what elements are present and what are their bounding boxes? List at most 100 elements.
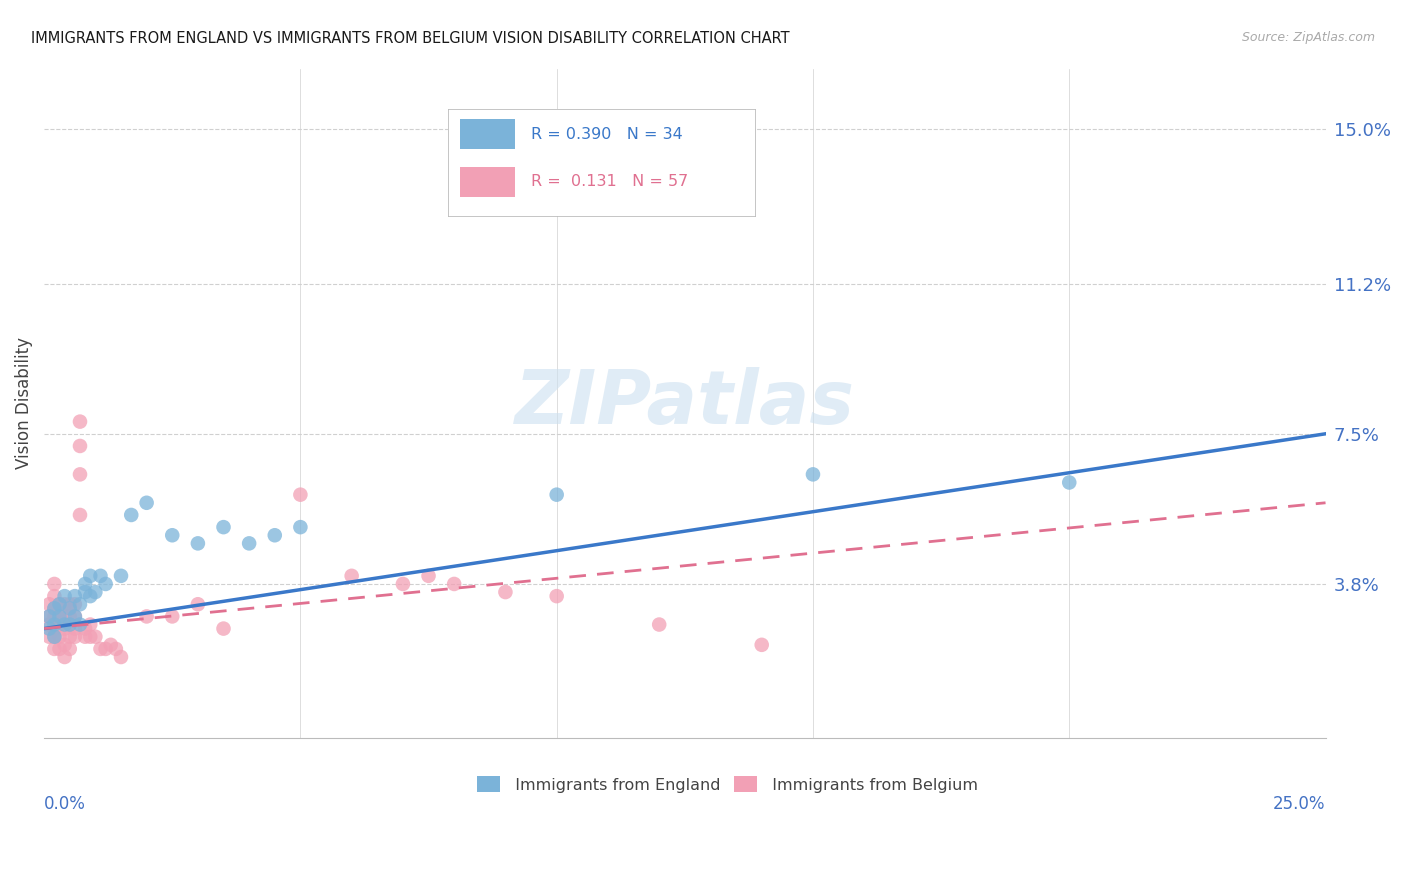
Point	[48, 609, 70, 624]
Point	[44, 601, 66, 615]
Point	[53, 617, 76, 632]
Point	[38, 630, 60, 644]
Point	[38, 609, 60, 624]
Point	[84, 630, 107, 644]
Point	[392, 577, 415, 591]
Point	[48, 597, 70, 611]
Point	[494, 585, 516, 599]
Point	[53, 589, 76, 603]
Point	[1057, 475, 1080, 490]
Point	[59, 597, 82, 611]
Point	[53, 650, 76, 665]
Point	[290, 520, 312, 534]
Point	[53, 622, 76, 636]
Point	[53, 609, 76, 624]
Point	[48, 617, 70, 632]
Point	[75, 577, 97, 591]
Point	[75, 622, 97, 636]
Point	[44, 589, 66, 603]
Point	[135, 609, 157, 624]
Point	[340, 569, 363, 583]
Point	[75, 630, 97, 644]
Text: 25.0%: 25.0%	[1272, 795, 1326, 814]
Point	[48, 641, 70, 656]
Point	[110, 650, 132, 665]
Point	[53, 597, 76, 611]
Point	[69, 415, 91, 429]
Point	[38, 622, 60, 636]
Point	[44, 577, 66, 591]
Point	[69, 508, 91, 522]
Point	[44, 601, 66, 615]
Point	[44, 617, 66, 632]
Point	[648, 617, 671, 632]
Text: Immigrants from England: Immigrants from England	[505, 778, 721, 793]
Point	[84, 585, 107, 599]
Point	[63, 589, 86, 603]
Point	[69, 467, 91, 482]
Point	[59, 601, 82, 615]
Point	[38, 609, 60, 624]
Bar	[734, 776, 756, 792]
Point	[63, 630, 86, 644]
Point	[120, 508, 142, 522]
Point	[38, 597, 60, 611]
Point	[75, 585, 97, 599]
Point	[79, 617, 101, 632]
Point	[94, 641, 117, 656]
Point	[110, 569, 132, 583]
Point	[48, 609, 70, 624]
Text: ZIPatlas: ZIPatlas	[515, 367, 855, 440]
Point	[79, 630, 101, 644]
Point	[48, 630, 70, 644]
Text: IMMIGRANTS FROM ENGLAND VS IMMIGRANTS FROM BELGIUM VISION DISABILITY CORRELATION: IMMIGRANTS FROM ENGLAND VS IMMIGRANTS FR…	[31, 31, 790, 46]
Point	[187, 536, 209, 550]
Point	[751, 638, 773, 652]
Bar	[477, 776, 501, 792]
Point	[69, 617, 91, 632]
Point	[212, 622, 235, 636]
Point	[63, 609, 86, 624]
Point	[44, 622, 66, 636]
Point	[443, 577, 465, 591]
Point	[104, 641, 127, 656]
Point	[63, 609, 86, 624]
Point	[63, 622, 86, 636]
Point	[100, 638, 122, 652]
Point	[59, 630, 82, 644]
Point	[187, 597, 209, 611]
Point	[94, 577, 117, 591]
Point	[238, 536, 260, 550]
Point	[418, 569, 440, 583]
Point	[89, 569, 111, 583]
Point	[53, 638, 76, 652]
Point	[212, 520, 235, 534]
Point	[44, 630, 66, 644]
Point	[546, 589, 568, 603]
Point	[38, 617, 60, 632]
Point	[44, 630, 66, 644]
Point	[48, 597, 70, 611]
Point	[546, 488, 568, 502]
Y-axis label: Vision Disability: Vision Disability	[15, 337, 32, 469]
Point	[79, 569, 101, 583]
Point	[69, 597, 91, 611]
Text: Immigrants from Belgium: Immigrants from Belgium	[762, 778, 977, 793]
Point	[290, 488, 312, 502]
Point	[63, 597, 86, 611]
Point	[59, 609, 82, 624]
Text: 0.0%: 0.0%	[44, 795, 86, 814]
Point	[801, 467, 824, 482]
Point	[44, 609, 66, 624]
Point	[44, 641, 66, 656]
Text: Source: ZipAtlas.com: Source: ZipAtlas.com	[1241, 31, 1375, 45]
Point	[263, 528, 285, 542]
Point	[69, 439, 91, 453]
Point	[162, 609, 184, 624]
Point	[162, 528, 184, 542]
Point	[89, 641, 111, 656]
Point	[59, 641, 82, 656]
Point	[135, 496, 157, 510]
Point	[59, 617, 82, 632]
Point	[79, 589, 101, 603]
